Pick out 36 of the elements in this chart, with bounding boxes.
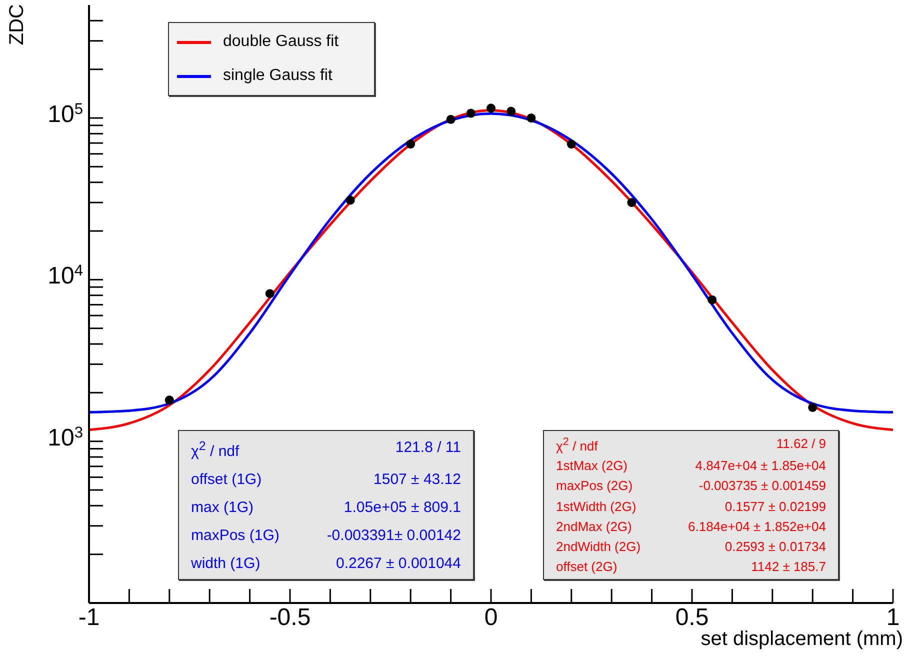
annotation: χ$^{2}$ / ndf [191, 438, 240, 460]
annotation: width (1G) [191, 554, 260, 572]
annotation: χ$^{2}$ / ndf [556, 436, 598, 453]
annotation: 1507 ± 43.12 [374, 470, 461, 488]
x-tick-label: 0 [484, 604, 498, 631]
annotation: 1stMax (2G) [556, 458, 628, 474]
annotation: 1.05e+05 ± 809.1 [344, 498, 461, 516]
annotation: max (1G) [191, 498, 254, 516]
y-tick-label: 10$^{5}$ [48, 100, 84, 128]
x-tick-label: -0.5 [269, 604, 311, 631]
annotation: 1142 ± 185.7 [751, 559, 826, 574]
x-tick-label: -1 [78, 604, 100, 631]
y-tick-label: 10$^{4}$ [48, 262, 84, 290]
annotation: 121.8 / 11 [395, 438, 461, 458]
annotation: 1stWidth (2G) [556, 498, 636, 514]
annotation: offset (1G) [191, 470, 262, 488]
annotation: offset (2G) [556, 559, 618, 574]
x-tick-label: 1 [886, 604, 900, 631]
legend-label: double Gauss fit [223, 33, 339, 51]
annotation: 6.184e+04 ± 1.852e+04 [688, 518, 826, 534]
legend-label: single Gauss fit [223, 67, 332, 85]
annotation: maxPos (1G) [191, 526, 280, 544]
annotation: 4.847e+04 ± 1.85e+04 [695, 458, 826, 474]
annotation: 0.2593 ± 0.01734 [724, 539, 826, 554]
annotation: 2ndMax (2G) [556, 518, 632, 534]
y-axis-title: ZDC [6, 4, 29, 46]
annotation: maxPos (2G) [556, 478, 633, 494]
annotation: 2ndWidth (2G) [556, 539, 641, 554]
annotation: 11.62 / 9 [776, 436, 826, 453]
x-tick-label: 0.5 [675, 604, 709, 631]
annotation: 0.1577 ± 0.02199 [724, 498, 826, 514]
annotation: -0.003391± 0.00142 [326, 526, 461, 544]
x-axis-title: set displacement (mm) [700, 628, 903, 651]
annotation: 0.2267 ± 0.001044 [336, 554, 461, 572]
annotation: -0.003735 ± 0.001459 [698, 478, 826, 494]
y-tick-label: 10$^{3}$ [48, 424, 83, 452]
